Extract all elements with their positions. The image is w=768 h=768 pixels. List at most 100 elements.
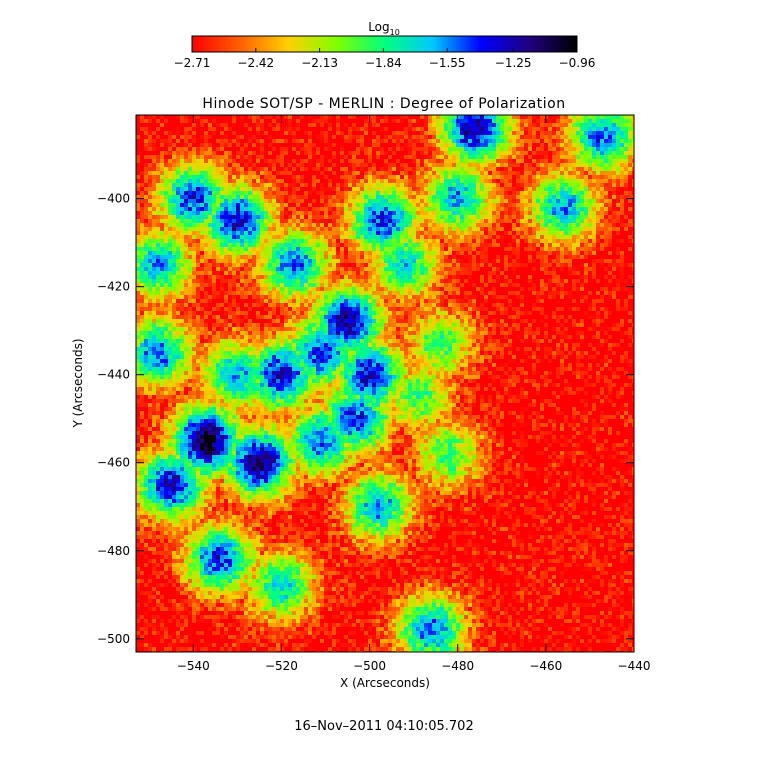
- heatmap-cell: [368, 247, 372, 251]
- heatmap-cell: [184, 131, 188, 135]
- heatmap-cell: [176, 159, 180, 163]
- heatmap-cell: [340, 199, 344, 203]
- heatmap-cell: [412, 115, 416, 119]
- heatmap-cell: [352, 243, 356, 247]
- heatmap-cell: [508, 223, 512, 227]
- heatmap-cell: [224, 163, 228, 167]
- heatmap-cell: [236, 179, 240, 183]
- heatmap-cell: [412, 219, 416, 223]
- heatmap-cell: [244, 231, 248, 235]
- heatmap-cell: [596, 123, 600, 127]
- heatmap-cell: [476, 247, 480, 251]
- heatmap-cell: [536, 239, 540, 243]
- heatmap-cell: [272, 187, 276, 191]
- heatmap-cell: [472, 135, 476, 139]
- heatmap-cell: [144, 251, 148, 255]
- heatmap-cell: [608, 215, 612, 219]
- heatmap-cell: [280, 147, 284, 151]
- heatmap-cell: [484, 223, 488, 227]
- heatmap-cell: [580, 211, 584, 215]
- heatmap-cell: [476, 163, 480, 167]
- heatmap-cell: [232, 151, 236, 155]
- heatmap-cell: [440, 271, 444, 275]
- heatmap-cell: [432, 251, 436, 255]
- heatmap-cell: [548, 159, 552, 163]
- heatmap-cell: [320, 219, 324, 223]
- heatmap-cell: [408, 159, 412, 163]
- heatmap-cell: [396, 131, 400, 135]
- heatmap-cell: [196, 131, 200, 135]
- heatmap-cell: [156, 151, 160, 155]
- heatmap-cell: [452, 119, 456, 123]
- heatmap-cell: [532, 207, 536, 211]
- heatmap-cell: [420, 123, 424, 127]
- heatmap-cell: [236, 219, 240, 223]
- heatmap-cell: [244, 263, 248, 267]
- heatmap-cell: [596, 191, 600, 195]
- heatmap-cell: [160, 247, 164, 251]
- heatmap-cell: [204, 155, 208, 159]
- heatmap-cell: [344, 263, 348, 267]
- heatmap-cell: [372, 131, 376, 135]
- heatmap-cell: [628, 235, 632, 239]
- heatmap-cell: [524, 147, 528, 151]
- heatmap-cell: [372, 159, 376, 163]
- heatmap-cell: [208, 255, 212, 259]
- heatmap-cell: [356, 271, 360, 275]
- heatmap-cell: [476, 259, 480, 263]
- heatmap-cell: [336, 231, 340, 235]
- heatmap-cell: [168, 159, 172, 163]
- heatmap-cell: [188, 151, 192, 155]
- heatmap-cell: [292, 183, 296, 187]
- heatmap-cell: [572, 239, 576, 243]
- heatmap-cell: [428, 131, 432, 135]
- heatmap-cell: [548, 183, 552, 187]
- heatmap-cell: [396, 227, 400, 231]
- heatmap-cell: [212, 151, 216, 155]
- heatmap-cell: [416, 155, 420, 159]
- heatmap-cell: [604, 259, 608, 263]
- heatmap-cell: [196, 227, 200, 231]
- heatmap-cell: [560, 159, 564, 163]
- heatmap-cell: [312, 183, 316, 187]
- heatmap-cell: [384, 247, 388, 251]
- heatmap-cell: [424, 183, 428, 187]
- heatmap-cell: [472, 203, 476, 207]
- heatmap-cell: [396, 155, 400, 159]
- heatmap-cell: [416, 143, 420, 147]
- heatmap-cell: [628, 203, 632, 207]
- heatmap-cell: [528, 155, 532, 159]
- heatmap-cell: [456, 155, 460, 159]
- heatmap-cell: [468, 171, 472, 175]
- heatmap-cell: [172, 139, 176, 143]
- heatmap-cell: [488, 195, 492, 199]
- heatmap-cell: [184, 155, 188, 159]
- heatmap-cell: [204, 151, 208, 155]
- heatmap-cell: [380, 199, 384, 203]
- heatmap-cell: [284, 163, 288, 167]
- heatmap-cell: [492, 243, 496, 247]
- heatmap-cell: [328, 215, 332, 219]
- heatmap-cell: [344, 259, 348, 263]
- heatmap-cell: [432, 259, 436, 263]
- heatmap-cell: [456, 207, 460, 211]
- heatmap-cell: [304, 147, 308, 151]
- heatmap-cell: [620, 207, 624, 211]
- heatmap-cell: [384, 227, 388, 231]
- heatmap-cell: [428, 175, 432, 179]
- heatmap-cell: [276, 195, 280, 199]
- heatmap-cell: [604, 215, 608, 219]
- heatmap-cell: [368, 167, 372, 171]
- heatmap-cell: [224, 263, 228, 267]
- heatmap-cell: [184, 223, 188, 227]
- heatmap-cell: [264, 163, 268, 167]
- heatmap-cell: [624, 235, 628, 239]
- heatmap-cell: [264, 215, 268, 219]
- heatmap-cell: [140, 239, 144, 243]
- heatmap-cell: [144, 139, 148, 143]
- heatmap-cell: [272, 175, 276, 179]
- heatmap-cell: [284, 131, 288, 135]
- heatmap-cell: [472, 207, 476, 211]
- heatmap-cell: [320, 247, 324, 251]
- heatmap-cell: [576, 163, 580, 167]
